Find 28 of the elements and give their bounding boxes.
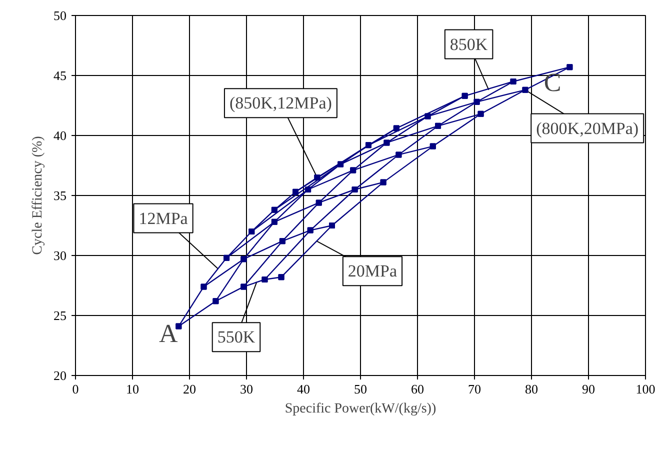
x-tick-label: 100 bbox=[636, 382, 656, 396]
x-axis-title: Specific Power(kW/(kg/s)) bbox=[284, 402, 436, 416]
annotation: 850K bbox=[450, 34, 488, 54]
annotation: C bbox=[544, 68, 562, 98]
annotation: 12MPa bbox=[138, 208, 188, 228]
annotation: A bbox=[159, 319, 178, 348]
x-tick-label: 70 bbox=[468, 382, 481, 396]
x-tick-label: 90 bbox=[582, 382, 595, 396]
x-tick-label: 80 bbox=[525, 382, 538, 396]
x-tick-label: 50 bbox=[354, 382, 367, 396]
y-axis-title: Cycle Efficiency (%) bbox=[30, 136, 46, 255]
annotation: 20MPa bbox=[348, 262, 398, 281]
x-tick-label: 0 bbox=[72, 382, 79, 396]
y-tick-label: 45 bbox=[54, 68, 66, 83]
y-tick-label: 40 bbox=[54, 128, 66, 143]
x-tick-label: 60 bbox=[411, 382, 424, 396]
y-tick-label: 20 bbox=[54, 368, 66, 383]
y-tick-label: 30 bbox=[54, 248, 66, 263]
x-tick-label: 10 bbox=[126, 382, 139, 396]
x-tick-label: 20 bbox=[183, 382, 196, 396]
y-tick-label: 25 bbox=[54, 308, 66, 323]
annotation: 550K bbox=[217, 328, 256, 347]
x-tick-label: 40 bbox=[297, 382, 310, 396]
x-tick-label: 30 bbox=[240, 382, 253, 396]
y-tick-label: 35 bbox=[54, 188, 66, 203]
annotation: (800K,20MPa) bbox=[536, 118, 639, 138]
y-tick-label: 50 bbox=[54, 8, 66, 23]
annotation: (850K,12MPa) bbox=[229, 94, 332, 113]
